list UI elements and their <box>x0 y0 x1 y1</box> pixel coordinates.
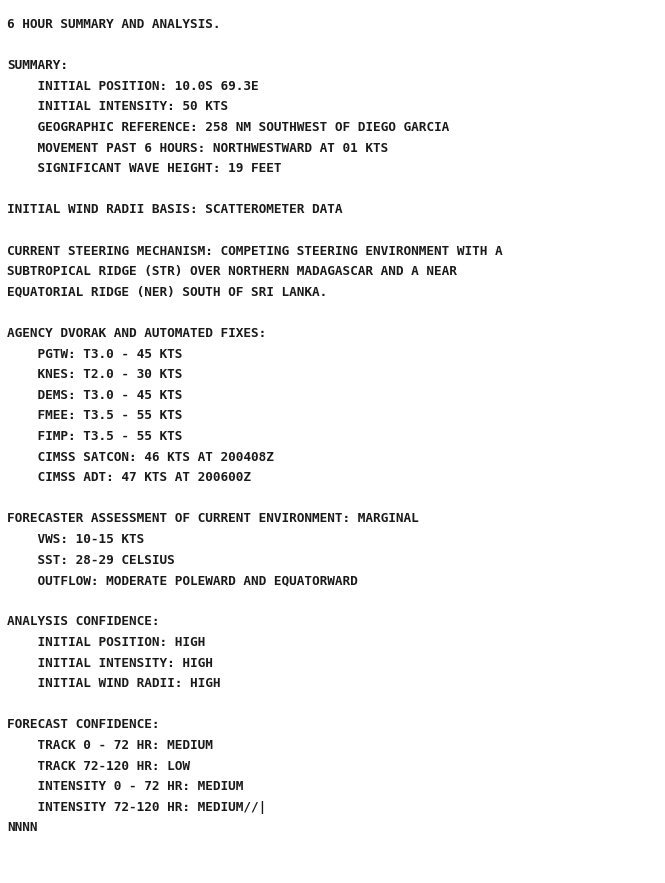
Text: VWS: 10-15 KTS: VWS: 10-15 KTS <box>7 533 144 546</box>
Text: CURRENT STEERING MECHANISM: COMPETING STEERING ENVIRONMENT WITH A: CURRENT STEERING MECHANISM: COMPETING ST… <box>7 245 503 258</box>
Text: SUMMARY:: SUMMARY: <box>7 59 68 72</box>
Text: FMEE: T3.5 - 55 KTS: FMEE: T3.5 - 55 KTS <box>7 410 182 422</box>
Text: INTENSITY 0 - 72 HR: MEDIUM: INTENSITY 0 - 72 HR: MEDIUM <box>7 781 243 793</box>
Text: SST: 28-29 CELSIUS: SST: 28-29 CELSIUS <box>7 554 175 567</box>
Text: INITIAL INTENSITY: 50 KTS: INITIAL INTENSITY: 50 KTS <box>7 101 228 113</box>
Text: INITIAL INTENSITY: HIGH: INITIAL INTENSITY: HIGH <box>7 657 213 669</box>
Text: MOVEMENT PAST 6 HOURS: NORTHWESTWARD AT 01 KTS: MOVEMENT PAST 6 HOURS: NORTHWESTWARD AT … <box>7 141 388 155</box>
Text: TRACK 72-120 HR: LOW: TRACK 72-120 HR: LOW <box>7 759 190 773</box>
Text: EQUATORIAL RIDGE (NER) SOUTH OF SRI LANKA.: EQUATORIAL RIDGE (NER) SOUTH OF SRI LANK… <box>7 286 327 298</box>
Text: INITIAL POSITION: 10.0S 69.3E: INITIAL POSITION: 10.0S 69.3E <box>7 79 259 93</box>
Text: INTENSITY 72-120 HR: MEDIUM//|: INTENSITY 72-120 HR: MEDIUM//| <box>7 801 266 814</box>
Text: OUTFLOW: MODERATE POLEWARD AND EQUATORWARD: OUTFLOW: MODERATE POLEWARD AND EQUATORWA… <box>7 574 358 587</box>
Text: DEMS: T3.0 - 45 KTS: DEMS: T3.0 - 45 KTS <box>7 389 182 402</box>
Text: NNNN: NNNN <box>7 821 37 834</box>
Text: SUBTROPICAL RIDGE (STR) OVER NORTHERN MADAGASCAR AND A NEAR: SUBTROPICAL RIDGE (STR) OVER NORTHERN MA… <box>7 265 457 278</box>
Text: GEOGRAPHIC REFERENCE: 258 NM SOUTHWEST OF DIEGO GARCIA: GEOGRAPHIC REFERENCE: 258 NM SOUTHWEST O… <box>7 121 450 134</box>
Text: CIMSS ADT: 47 KTS AT 200600Z: CIMSS ADT: 47 KTS AT 200600Z <box>7 472 251 484</box>
Text: AGENCY DVORAK AND AUTOMATED FIXES:: AGENCY DVORAK AND AUTOMATED FIXES: <box>7 327 266 340</box>
Text: SIGNIFICANT WAVE HEIGHT: 19 FEET: SIGNIFICANT WAVE HEIGHT: 19 FEET <box>7 162 281 175</box>
Text: 6 HOUR SUMMARY AND ANALYSIS.: 6 HOUR SUMMARY AND ANALYSIS. <box>7 18 221 31</box>
Text: ANALYSIS CONFIDENCE:: ANALYSIS CONFIDENCE: <box>7 615 160 629</box>
Text: FORECASTER ASSESSMENT OF CURRENT ENVIRONMENT: MARGINAL: FORECASTER ASSESSMENT OF CURRENT ENVIRON… <box>7 512 419 525</box>
Text: FIMP: T3.5 - 55 KTS: FIMP: T3.5 - 55 KTS <box>7 430 182 443</box>
Text: PGTW: T3.0 - 45 KTS: PGTW: T3.0 - 45 KTS <box>7 348 182 360</box>
Text: FORECAST CONFIDENCE:: FORECAST CONFIDENCE: <box>7 719 160 731</box>
Text: INITIAL WIND RADII BASIS: SCATTEROMETER DATA: INITIAL WIND RADII BASIS: SCATTEROMETER … <box>7 203 342 216</box>
Text: KNES: T2.0 - 30 KTS: KNES: T2.0 - 30 KTS <box>7 368 182 381</box>
Text: INITIAL WIND RADII: HIGH: INITIAL WIND RADII: HIGH <box>7 677 221 691</box>
Text: TRACK 0 - 72 HR: MEDIUM: TRACK 0 - 72 HR: MEDIUM <box>7 739 213 752</box>
Text: INITIAL POSITION: HIGH: INITIAL POSITION: HIGH <box>7 636 205 649</box>
Text: CIMSS SATCON: 46 KTS AT 200408Z: CIMSS SATCON: 46 KTS AT 200408Z <box>7 450 274 464</box>
